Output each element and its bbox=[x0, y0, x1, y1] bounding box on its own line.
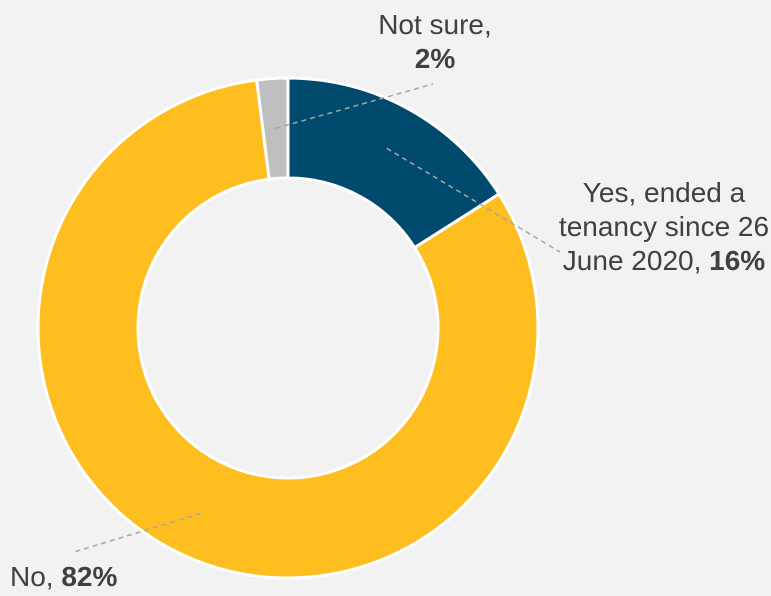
slice-label-no: No, 82% bbox=[10, 560, 117, 594]
slice-label-not-sure-text: Not sure, bbox=[378, 9, 492, 40]
slice-label-yes-text: Yes, ended a tenancy since 26 June 2020, bbox=[558, 177, 770, 276]
slice-value-not-sure: 2% bbox=[414, 43, 456, 74]
leader-line bbox=[275, 83, 434, 130]
leader-line bbox=[73, 512, 201, 553]
donut-slices bbox=[36, 76, 540, 580]
leader-lines bbox=[73, 83, 561, 553]
slice-value-yes: 16% bbox=[709, 245, 766, 276]
slice-label-no-text: No, bbox=[10, 561, 54, 592]
donut-slice-no bbox=[36, 78, 540, 580]
slice-value-no: 82% bbox=[61, 561, 118, 592]
donut-slice-not-sure bbox=[255, 76, 290, 181]
donut-slice-yes bbox=[286, 76, 501, 250]
slice-label-yes: Yes, ended a tenancy since 26 June 2020,… bbox=[556, 176, 771, 278]
leader-line bbox=[386, 147, 561, 253]
slice-label-not-sure: Not sure, 2% bbox=[360, 8, 510, 76]
